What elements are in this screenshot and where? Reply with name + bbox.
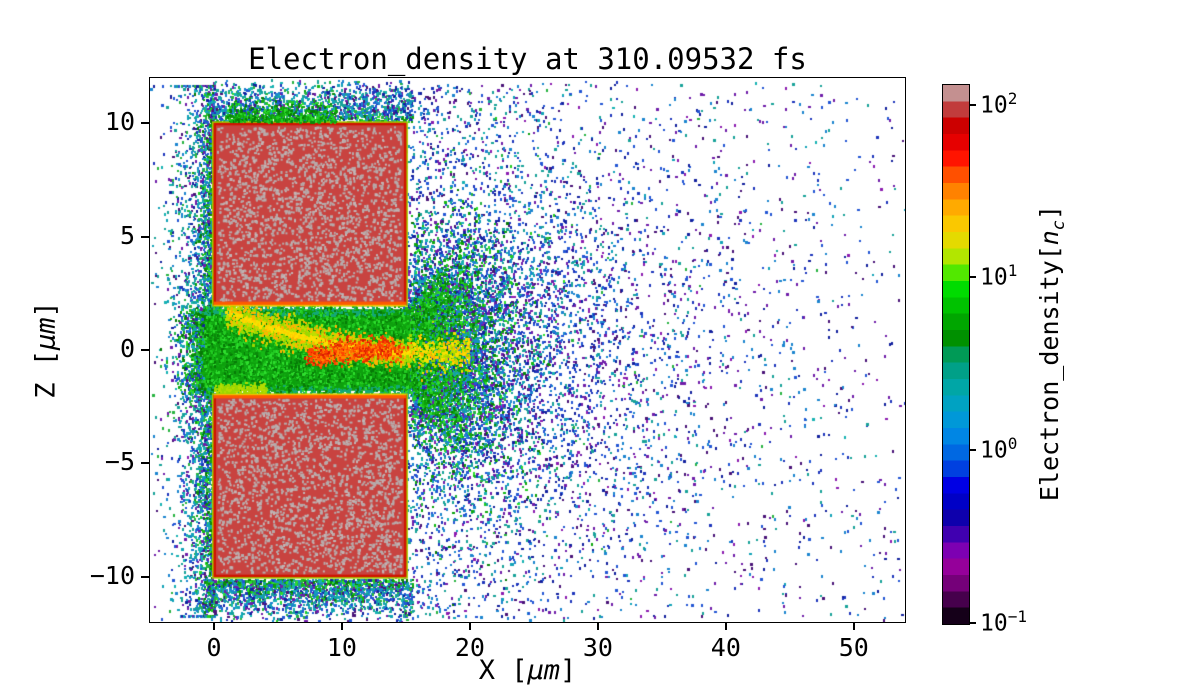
colorbar: [942, 84, 970, 625]
colorbar-label-text: Electron_density[: [1035, 245, 1064, 502]
y-tick-mark: [141, 349, 149, 351]
y-tick-mark: [141, 575, 149, 578]
colorbar-label-close: ]: [1035, 204, 1064, 220]
x-tick-mark: [596, 622, 599, 630]
x-axis-label-text: X [: [478, 655, 528, 686]
x-tick-mark: [468, 622, 471, 630]
colorbar-label-subscript: c: [1049, 219, 1069, 231]
x-tick-mark: [340, 622, 343, 630]
x-tick-label: 20: [454, 633, 485, 662]
x-tick-label: 0: [206, 633, 222, 662]
y-tick-label: −5: [104, 447, 135, 477]
x-tick-mark: [212, 622, 215, 630]
colorbar-label: Electron_density[nc]: [1035, 205, 1069, 501]
y-tick-mark: [141, 462, 149, 465]
colorbar-tick-mark: [969, 622, 976, 624]
x-tick-label: 50: [838, 633, 869, 662]
chart-title: Electron_density at 310.09532 fs: [248, 42, 807, 76]
y-axis-label-unit: μm: [30, 317, 62, 350]
colorbar-tick-label: 10−1: [980, 607, 1027, 637]
colorbar-tick-mark: [969, 276, 976, 279]
x-axis-label-unit: μm: [527, 655, 561, 686]
y-axis-label-text: Z [: [30, 350, 62, 399]
y-axis-label: Z [μm]: [31, 301, 62, 399]
colorbar-tick-mark: [969, 103, 976, 106]
y-tick-label: 5: [119, 220, 135, 250]
colorbar-tick-label: 102: [980, 88, 1018, 119]
y-tick-mark: [141, 122, 149, 125]
colorbar-tick-mark: [969, 449, 976, 452]
colorbar-tick-label: 101: [980, 261, 1018, 292]
x-tick-label: 30: [582, 633, 613, 662]
x-tick-label: 10: [326, 633, 357, 662]
y-tick-label: −10: [89, 560, 135, 590]
colorbar-gradient: [943, 85, 969, 624]
y-tick-label: 0: [119, 334, 135, 363]
x-tick-mark: [852, 622, 855, 630]
x-tick-mark: [724, 622, 727, 630]
x-axis-label: X [μm]: [150, 655, 905, 686]
x-tick-label: 40: [710, 633, 741, 662]
y-tick-mark: [141, 235, 149, 238]
density-map-canvas: [150, 78, 905, 622]
y-tick-label: 10: [104, 107, 135, 137]
plot-area: [149, 77, 906, 623]
colorbar-label-symbol: n: [1035, 230, 1064, 246]
x-axis-label-close: ]: [560, 655, 577, 686]
colorbar-tick-label: 100: [980, 434, 1018, 464]
y-axis-label-close: ]: [30, 301, 62, 318]
